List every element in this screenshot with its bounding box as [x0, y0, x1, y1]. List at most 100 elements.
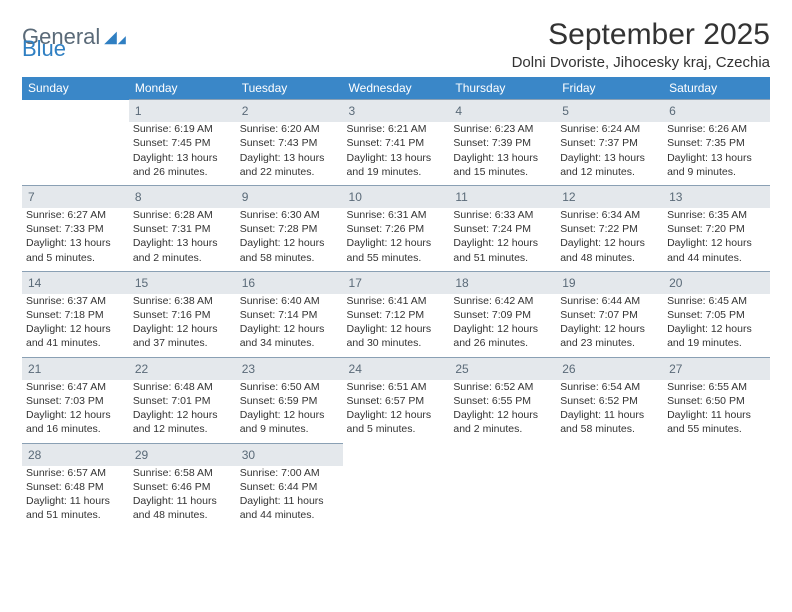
day-number-cell: 30: [236, 443, 343, 466]
day-number-cell: 4: [449, 100, 556, 123]
sunrise-line: Sunrise: 6:52 AM: [453, 380, 552, 394]
day-detail-cell: Sunrise: 6:54 AMSunset: 6:52 PMDaylight:…: [556, 380, 663, 443]
day-detail-cell: [343, 466, 450, 529]
day-detail-cell: Sunrise: 6:58 AMSunset: 6:46 PMDaylight:…: [129, 466, 236, 529]
day-detail-cell: Sunrise: 6:41 AMSunset: 7:12 PMDaylight:…: [343, 294, 450, 357]
logo-mark-icon: [104, 28, 126, 46]
sunset-line: Sunset: 7:45 PM: [133, 136, 232, 150]
daylight-line: Daylight: 13 hours and 5 minutes.: [26, 236, 125, 264]
sunrise-line: Sunrise: 6:51 AM: [347, 380, 446, 394]
detail-row: Sunrise: 6:27 AMSunset: 7:33 PMDaylight:…: [22, 208, 770, 271]
daylight-line: Daylight: 12 hours and 48 minutes.: [560, 236, 659, 264]
sunset-line: Sunset: 7:12 PM: [347, 308, 446, 322]
day-detail-cell: Sunrise: 6:51 AMSunset: 6:57 PMDaylight:…: [343, 380, 450, 443]
sunset-line: Sunset: 7:39 PM: [453, 136, 552, 150]
daylight-line: Daylight: 12 hours and 37 minutes.: [133, 322, 232, 350]
sunset-line: Sunset: 7:16 PM: [133, 308, 232, 322]
day-detail-cell: [663, 466, 770, 529]
sunrise-line: Sunrise: 7:00 AM: [240, 466, 339, 480]
day-number-cell: 18: [449, 271, 556, 294]
day-number-cell: 14: [22, 271, 129, 294]
day-detail-cell: Sunrise: 6:20 AMSunset: 7:43 PMDaylight:…: [236, 122, 343, 185]
day-detail-cell: Sunrise: 6:30 AMSunset: 7:28 PMDaylight:…: [236, 208, 343, 271]
day-number-cell: 5: [556, 100, 663, 123]
sunrise-line: Sunrise: 6:28 AM: [133, 208, 232, 222]
day-detail-cell: Sunrise: 6:37 AMSunset: 7:18 PMDaylight:…: [22, 294, 129, 357]
daylight-line: Daylight: 12 hours and 30 minutes.: [347, 322, 446, 350]
sunset-line: Sunset: 6:52 PM: [560, 394, 659, 408]
sunrise-line: Sunrise: 6:58 AM: [133, 466, 232, 480]
day-number-cell: [663, 443, 770, 466]
header: General Blue September 2025 Dolni Dvoris…: [22, 18, 770, 71]
month-title: September 2025: [512, 18, 770, 52]
day-header: Thursday: [449, 77, 556, 100]
daylight-line: Daylight: 12 hours and 51 minutes.: [453, 236, 552, 264]
sunset-line: Sunset: 6:55 PM: [453, 394, 552, 408]
day-number-cell: 7: [22, 185, 129, 208]
sunrise-line: Sunrise: 6:34 AM: [560, 208, 659, 222]
sunrise-line: Sunrise: 6:37 AM: [26, 294, 125, 308]
daylight-line: Daylight: 12 hours and 9 minutes.: [240, 408, 339, 436]
sunset-line: Sunset: 7:20 PM: [667, 222, 766, 236]
daylight-line: Daylight: 12 hours and 26 minutes.: [453, 322, 552, 350]
sunrise-line: Sunrise: 6:55 AM: [667, 380, 766, 394]
sunset-line: Sunset: 6:44 PM: [240, 480, 339, 494]
day-detail-cell: Sunrise: 6:47 AMSunset: 7:03 PMDaylight:…: [22, 380, 129, 443]
sunrise-line: Sunrise: 6:21 AM: [347, 122, 446, 136]
day-number-cell: 9: [236, 185, 343, 208]
day-number-cell: 8: [129, 185, 236, 208]
day-number-cell: 21: [22, 357, 129, 380]
daylight-line: Daylight: 12 hours and 2 minutes.: [453, 408, 552, 436]
daylight-line: Daylight: 13 hours and 2 minutes.: [133, 236, 232, 264]
day-detail-cell: Sunrise: 6:40 AMSunset: 7:14 PMDaylight:…: [236, 294, 343, 357]
sunset-line: Sunset: 7:14 PM: [240, 308, 339, 322]
daylight-line: Daylight: 12 hours and 16 minutes.: [26, 408, 125, 436]
day-number-cell: 12: [556, 185, 663, 208]
sunset-line: Sunset: 7:24 PM: [453, 222, 552, 236]
day-header: Sunday: [22, 77, 129, 100]
sunrise-line: Sunrise: 6:44 AM: [560, 294, 659, 308]
detail-row: Sunrise: 6:19 AMSunset: 7:45 PMDaylight:…: [22, 122, 770, 185]
day-number-cell: 26: [556, 357, 663, 380]
sunset-line: Sunset: 6:57 PM: [347, 394, 446, 408]
sunset-line: Sunset: 7:35 PM: [667, 136, 766, 150]
daynum-row: 282930: [22, 443, 770, 466]
day-number-cell: 10: [343, 185, 450, 208]
day-detail-cell: Sunrise: 6:26 AMSunset: 7:35 PMDaylight:…: [663, 122, 770, 185]
sunrise-line: Sunrise: 6:48 AM: [133, 380, 232, 394]
day-detail-cell: [556, 466, 663, 529]
day-number-cell: 6: [663, 100, 770, 123]
daylight-line: Daylight: 12 hours and 19 minutes.: [667, 322, 766, 350]
sunrise-line: Sunrise: 6:38 AM: [133, 294, 232, 308]
sunset-line: Sunset: 7:07 PM: [560, 308, 659, 322]
day-detail-cell: [22, 122, 129, 185]
daylight-line: Daylight: 13 hours and 19 minutes.: [347, 151, 446, 179]
sunset-line: Sunset: 7:18 PM: [26, 308, 125, 322]
sunrise-line: Sunrise: 6:47 AM: [26, 380, 125, 394]
day-number-cell: 11: [449, 185, 556, 208]
day-number-cell: 24: [343, 357, 450, 380]
sunrise-line: Sunrise: 6:30 AM: [240, 208, 339, 222]
day-number-cell: 29: [129, 443, 236, 466]
sunset-line: Sunset: 7:31 PM: [133, 222, 232, 236]
day-header: Wednesday: [343, 77, 450, 100]
sunrise-line: Sunrise: 6:27 AM: [26, 208, 125, 222]
day-number-cell: 2: [236, 100, 343, 123]
day-detail-cell: Sunrise: 6:27 AMSunset: 7:33 PMDaylight:…: [22, 208, 129, 271]
daylight-line: Daylight: 11 hours and 48 minutes.: [133, 494, 232, 522]
day-number-cell: [22, 100, 129, 123]
day-number-cell: 23: [236, 357, 343, 380]
sunrise-line: Sunrise: 6:45 AM: [667, 294, 766, 308]
sunrise-line: Sunrise: 6:20 AM: [240, 122, 339, 136]
daylight-line: Daylight: 12 hours and 34 minutes.: [240, 322, 339, 350]
sunset-line: Sunset: 6:50 PM: [667, 394, 766, 408]
sunset-line: Sunset: 6:48 PM: [26, 480, 125, 494]
sunset-line: Sunset: 7:03 PM: [26, 394, 125, 408]
day-header: Monday: [129, 77, 236, 100]
location: Dolni Dvoriste, Jihocesky kraj, Czechia: [512, 54, 770, 71]
day-number-cell: 15: [129, 271, 236, 294]
sunset-line: Sunset: 7:28 PM: [240, 222, 339, 236]
day-detail-cell: Sunrise: 6:35 AMSunset: 7:20 PMDaylight:…: [663, 208, 770, 271]
daylight-line: Daylight: 13 hours and 12 minutes.: [560, 151, 659, 179]
day-detail-cell: Sunrise: 6:55 AMSunset: 6:50 PMDaylight:…: [663, 380, 770, 443]
